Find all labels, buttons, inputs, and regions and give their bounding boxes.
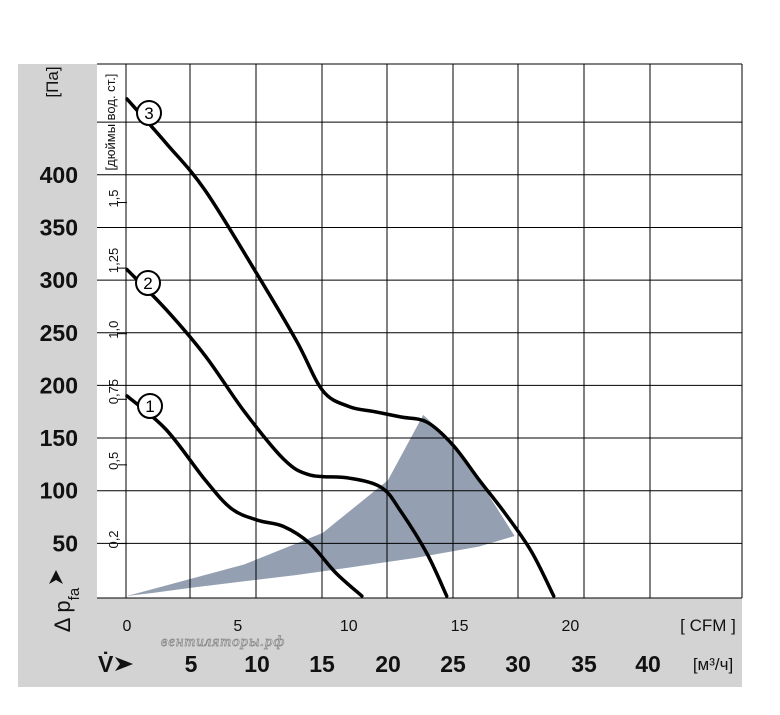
m3h-tick-label: 25: [440, 651, 466, 677]
operating-region-layer: [127, 414, 515, 596]
y-axis-title: Δ pfa: [49, 570, 83, 632]
y2-tick-label: 0,2: [106, 530, 121, 548]
m3h-tick-label: 40: [635, 651, 661, 677]
pa-tick-label: 350: [40, 214, 78, 240]
svg-text:Δ pfa: Δ pfa: [50, 587, 83, 632]
curve-1: [125, 394, 364, 598]
cfm-tick-label: 5: [233, 618, 242, 635]
curve-marker-circle: [136, 100, 162, 126]
y-axis-band: [18, 64, 97, 687]
grid-layer: [97, 63, 743, 599]
pa-tick-label: 150: [40, 425, 78, 451]
pa-tick-labels: 50 100 150 200 250 300 350 400: [40, 162, 78, 557]
cfm-tick-label: 15: [451, 618, 469, 635]
x-axis-title: V̇: [98, 651, 114, 677]
y2-unit-label: [дюймы вод. ст.]: [103, 74, 118, 171]
y-axis-arrow-icon: [49, 570, 63, 584]
m3h-tick-labels: 5 10 15 20 25 30 35 40: [185, 651, 661, 677]
watermark-text: вентиляторы.рф: [161, 634, 285, 650]
curve-markers-layer: 1 2 3: [135, 100, 163, 419]
curves-layer: [125, 97, 556, 598]
curve-marker-label: 3: [144, 104, 153, 123]
y-axis-title-text: Δ p: [50, 600, 75, 632]
cfm-tick-labels: 0 5 10 15 20: [123, 618, 580, 635]
pa-tick-label: 50: [52, 530, 78, 556]
m3h-tick-label: 10: [244, 651, 270, 677]
cfm-tick-label: 20: [562, 618, 580, 635]
m3h-tick-label: 15: [309, 651, 335, 677]
pa-tick-label: 200: [40, 372, 78, 398]
pa-tick-label: 300: [40, 267, 78, 293]
y2-tick-label: 1,5: [106, 189, 121, 207]
m3h-tick-label: 20: [375, 651, 401, 677]
m3h-tick-label: 30: [505, 651, 531, 677]
m3h-tick-label: 35: [571, 651, 597, 677]
y2-tick-label: 1,0: [106, 321, 121, 339]
curve-3: [125, 97, 556, 598]
pa-tick-label: 100: [40, 478, 78, 504]
x-axis-arrow-icon: [115, 657, 133, 671]
curve-marker-circle: [137, 393, 163, 419]
curve-marker-label: 1: [145, 397, 154, 416]
cfm-tick-label: 10: [340, 618, 358, 635]
y2-tick-label: 0,75: [106, 379, 121, 404]
inch-axis-layer: 0,2 0,5 0,75 1,0 1,25 1,5: [106, 189, 127, 549]
y-unit-label: [Па]: [43, 66, 62, 97]
y-axis-title-subscript: fa: [66, 587, 83, 600]
m3h-unit-label: [м³/ч]: [693, 655, 733, 674]
operating-region: [127, 414, 515, 596]
cfm-unit-label: [ CFM ]: [680, 616, 736, 635]
y2-tick-label: 1,25: [106, 248, 121, 273]
cfm-tick-label: 0: [123, 618, 132, 635]
curve-marker-label: 2: [143, 274, 152, 293]
y2-tick-label: 0,5: [106, 452, 121, 470]
pa-tick-label: 400: [40, 162, 78, 188]
pa-tick-label: 250: [40, 320, 78, 346]
curve-2: [125, 267, 449, 598]
m3h-tick-label: 5: [185, 651, 198, 677]
curve-marker-circle: [135, 270, 161, 296]
x-axis-band: [97, 598, 742, 687]
